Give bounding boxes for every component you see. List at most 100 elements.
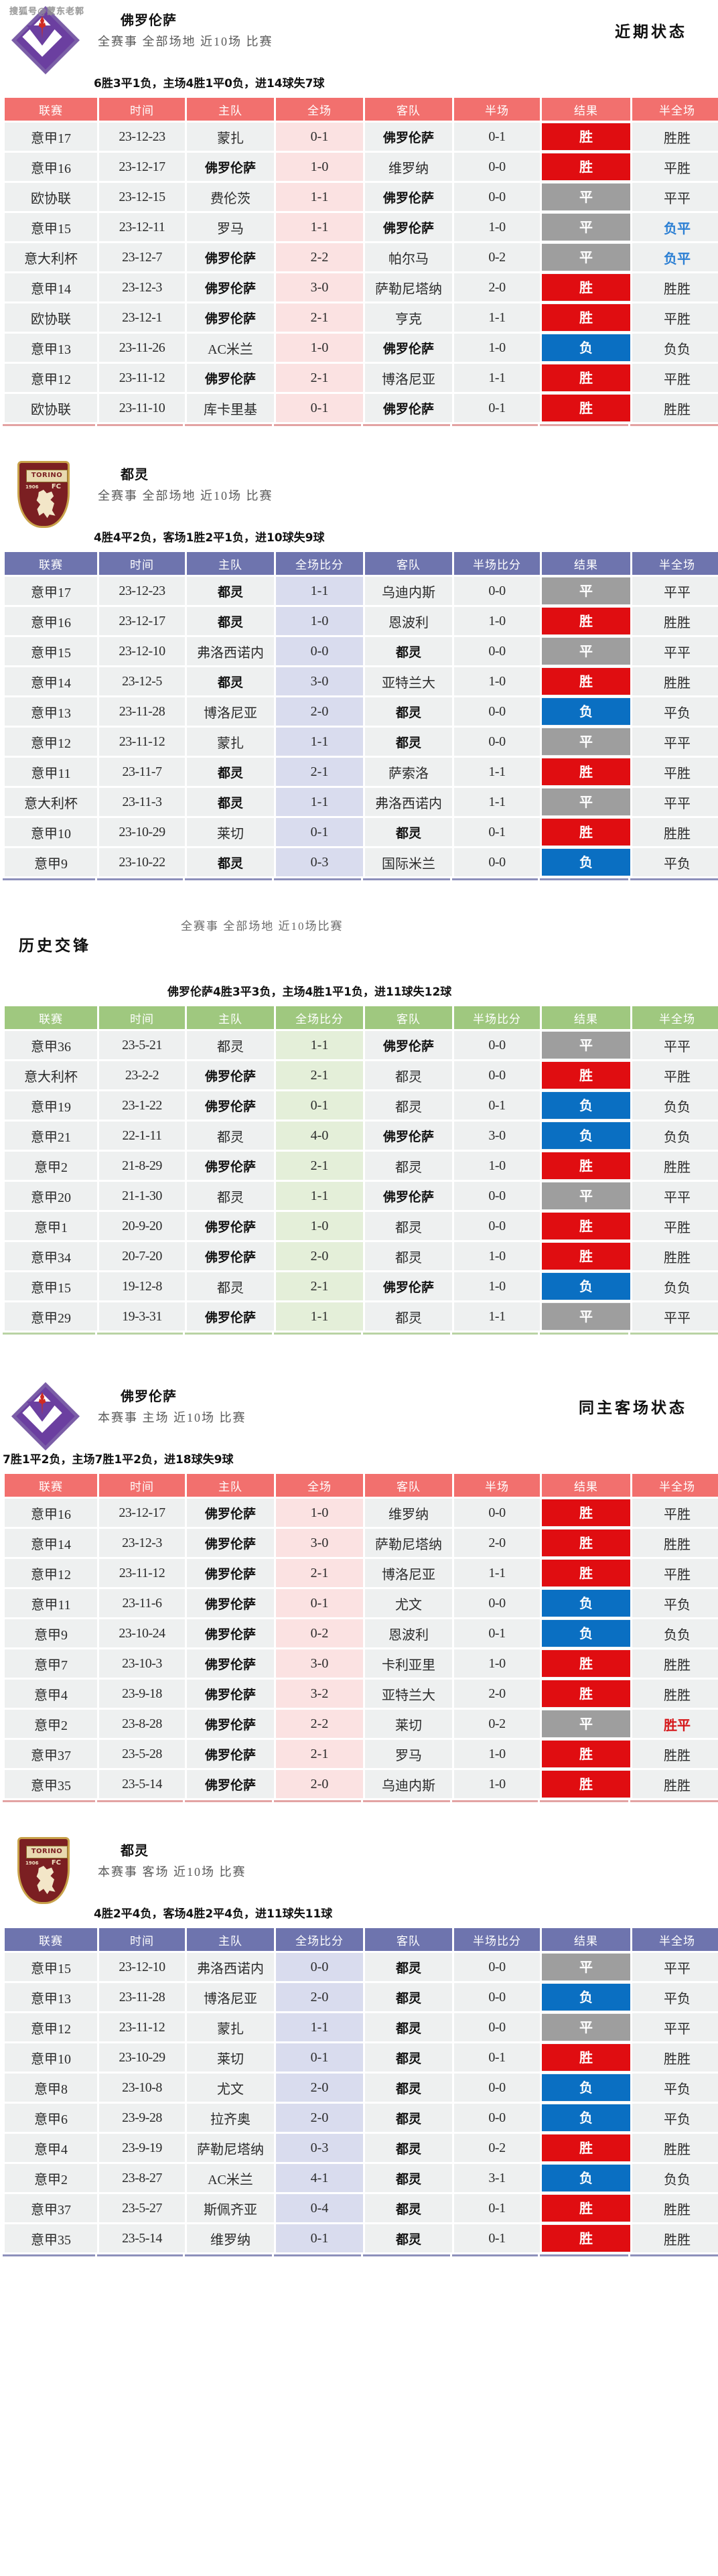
column-header-3: 全场比分 [276,552,363,575]
cell-away-team: 都灵 [365,2104,452,2132]
cell-league: 意甲19 [5,1091,97,1120]
table-row[interactable]: 意甲10 23-10-29 莱切 0-1 都灵 0-1 胜胜胜 [5,818,718,846]
table-row[interactable]: 意甲15 23-12-11 罗马 1-1 佛罗伦萨 1-0 平负平 [5,213,718,241]
cell-full-score: 2-0 [276,1983,363,2011]
table-row[interactable]: 意甲10 23-10-29 莱切 0-1 都灵 0-1 胜胜胜 [5,2043,718,2072]
cell-result: 平 [542,728,630,756]
cell-away-team: 都灵 [365,1152,452,1180]
cell-home-team: 佛罗伦萨 [187,1559,274,1587]
table-row[interactable]: 意甲12 23-11-12 蒙扎 1-1 都灵 0-0 平平平 [5,728,718,756]
result-badge: 平 [542,1954,630,1980]
table-row[interactable]: 意甲16 23-12-17 佛罗伦萨 1-0 维罗纳 0-0 胜平胜 [5,1499,718,1527]
section-header-recent-form-torino: TORINO 1906 FC 都灵 全赛事 全部场地 近10场 比赛 [0,454,718,528]
table-row[interactable]: 意甲9 23-10-22 都灵 0-3 国际米兰 0-0 负平负 [5,848,718,876]
table-row[interactable]: 意甲2 23-8-27 AC米兰 4-1 都灵 3-1 负负负 [5,2164,718,2192]
table-row[interactable]: 意甲16 23-12-17 佛罗伦萨 1-0 维罗纳 0-0 胜平胜 [5,153,718,181]
table-row[interactable]: 意大利杯 23-2-2 佛罗伦萨 2-1 都灵 0-0 胜平胜 [5,1061,718,1089]
table-header-row: 联赛 时间 主队 全场 客队 半场 结果 半全场 [5,98,718,121]
table-row[interactable]: 意甲37 23-5-28 佛罗伦萨 2-1 罗马 1-0 胜胜胜 [5,1740,718,1768]
table-row[interactable]: 意甲11 23-11-7 都灵 2-1 萨索洛 1-1 胜平胜 [5,758,718,786]
result-badge: 胜 [542,1650,630,1677]
cell-half-score: 0-1 [454,2043,540,2072]
cell-half-full: 负负 [632,1272,718,1300]
cell-home-team: 佛罗伦萨 [187,303,274,332]
cell-away-team: 都灵 [365,1061,452,1089]
sections-root: 佛罗伦萨 全赛事 全部场地 近10场 比赛 近期状态 6胜3平1负，主场4胜1平0负，… [0,6,718,2256]
table-row[interactable]: 欧协联 23-12-1 佛罗伦萨 2-1 亨克 1-1 胜平胜 [5,303,718,332]
table-row[interactable]: 意大利杯 23-12-7 佛罗伦萨 2-2 帕尔马 0-2 平负平 [5,243,718,271]
cell-home-team: 博洛尼亚 [187,1983,274,2011]
table-row[interactable]: 意甲13 23-11-28 博洛尼亚 2-0 都灵 0-0 负平负 [5,1983,718,2011]
table-row[interactable]: 意甲16 23-12-17 都灵 1-0 恩波利 1-0 胜胜胜 [5,607,718,635]
table-row[interactable]: 意甲12 23-11-12 蒙扎 1-1 都灵 0-0 平平平 [5,2013,718,2041]
table-row[interactable]: 意甲14 23-12-3 佛罗伦萨 3-0 萨勒尼塔纳 2-0 胜胜胜 [5,273,718,301]
table-row[interactable]: 欧协联 23-12-15 费伦茨 1-1 佛罗伦萨 0-0 平平平 [5,183,718,211]
cell-half-full: 胜胜 [632,607,718,635]
cell-half-score: 0-0 [454,1499,540,1527]
table-row[interactable]: 意甲13 23-11-26 AC米兰 1-0 佛罗伦萨 1-0 负负负 [5,334,718,362]
table-row[interactable]: 意甲15 19-12-8 都灵 2-1 佛罗伦萨 1-0 负负负 [5,1272,718,1300]
column-header-4: 客队 [365,1006,452,1029]
match-table-home-away-torino: 联赛 时间 主队 全场比分 客队 半场比分 结果 半全场 意甲15 23-12-10 弗洛西诺内 0-… [3,1926,718,2254]
table-row[interactable]: 意甲13 23-11-28 博洛尼亚 2-0 都灵 0-0 负平负 [5,697,718,726]
table-row[interactable]: 意甲14 23-12-5 都灵 3-0 亚特兰大 1-0 胜胜胜 [5,667,718,695]
table-row[interactable]: 意甲19 23-1-22 佛罗伦萨 0-1 都灵 0-1 负负负 [5,1091,718,1120]
cell-away-team: 佛罗伦萨 [365,394,452,422]
cell-full-score: 0-1 [276,2043,363,2072]
cell-half-score: 0-0 [454,1182,540,1210]
table-row[interactable]: 意甲14 23-12-3 佛罗伦萨 3-0 萨勒尼塔纳 2-0 胜胜胜 [5,1529,718,1557]
cell-full-score: 3-0 [276,273,363,301]
cell-full-score: 1-1 [276,213,363,241]
cell-home-team: 蒙扎 [187,728,274,756]
cell-half-full: 胜胜 [632,2194,718,2222]
cell-date: 20-9-20 [99,1212,185,1240]
table-row[interactable]: 意甲15 23-12-10 弗洛西诺内 0-0 都灵 0-0 平平平 [5,637,718,665]
cell-league: 意大利杯 [5,1061,97,1089]
table-row[interactable]: 意甲6 23-9-28 拉齐奥 2-0 都灵 0-0 负平负 [5,2104,718,2132]
table-row[interactable]: 意甲29 19-3-31 佛罗伦萨 1-1 都灵 1-1 平平平 [5,1302,718,1331]
cell-away-team: 都灵 [365,2164,452,2192]
table-row[interactable]: 意甲9 23-10-24 佛罗伦萨 0-2 恩波利 0-1 负负负 [5,1619,718,1647]
result-badge: 平 [542,214,630,241]
cell-full-score: 1-0 [276,1499,363,1527]
cell-home-team: 罗马 [187,213,274,241]
table-row[interactable]: 欧协联 23-11-10 库卡里基 0-1 佛罗伦萨 0-1 胜胜胜 [5,394,718,422]
table-row[interactable]: 意甲20 21-1-30 都灵 1-1 佛罗伦萨 0-0 平平平 [5,1182,718,1210]
cell-full-score: 2-2 [276,243,363,271]
table-row[interactable]: 意甲4 23-9-18 佛罗伦萨 3-2 亚特兰大 2-0 胜胜胜 [5,1680,718,1708]
cell-away-team: 都灵 [365,2134,452,2162]
cell-league: 意甲1 [5,1212,97,1240]
cell-home-team: 都灵 [187,1182,274,1210]
table-row[interactable]: 意甲34 20-7-20 佛罗伦萨 2-0 都灵 1-0 胜胜胜 [5,1242,718,1270]
cell-date: 23-11-10 [99,394,185,422]
cell-half-score: 0-0 [454,1212,540,1240]
cell-league: 意甲12 [5,2013,97,2041]
table-row[interactable]: 意甲15 23-12-10 弗洛西诺内 0-0 都灵 0-0 平平平 [5,1953,718,1981]
table-row[interactable]: 意甲7 23-10-3 佛罗伦萨 3-0 卡利亚里 1-0 胜胜胜 [5,1649,718,1678]
table-header-row: 联赛 时间 主队 全场比分 客队 半场比分 结果 半全场 [5,1006,718,1029]
table-row[interactable]: 意甲37 23-5-27 斯佩齐亚 0-4 都灵 0-1 胜胜胜 [5,2194,718,2222]
cell-half-full: 胜平 [632,1710,718,1738]
table-row[interactable]: 意甲17 23-12-23 蒙扎 0-1 佛罗伦萨 0-1 胜胜胜 [5,123,718,151]
cell-away-team: 佛罗伦萨 [365,183,452,211]
table-row[interactable]: 意大利杯 23-11-3 都灵 1-1 弗洛西诺内 1-1 平平平 [5,788,718,816]
table-row[interactable]: 意甲1 20-9-20 佛罗伦萨 1-0 都灵 0-0 胜平胜 [5,1212,718,1240]
table-row[interactable]: 意甲2 21-8-29 佛罗伦萨 2-1 都灵 1-0 胜胜胜 [5,1152,718,1180]
table-row[interactable]: 意甲35 23-5-14 佛罗伦萨 2-0 乌迪内斯 1-0 胜胜胜 [5,1770,718,1798]
table-row[interactable]: 意甲36 23-5-21 都灵 1-1 佛罗伦萨 0-0 平平平 [5,1031,718,1059]
table-row[interactable]: 意甲8 23-10-8 尤文 2-0 都灵 0-0 负平负 [5,2074,718,2102]
table-row[interactable]: 意甲12 23-11-12 佛罗伦萨 2-1 博洛尼亚 1-1 胜平胜 [5,1559,718,1587]
table-row[interactable]: 意甲2 23-8-28 佛罗伦萨 2-2 莱切 0-2 平胜平 [5,1710,718,1738]
table-row[interactable]: 意甲17 23-12-23 都灵 1-1 乌迪内斯 0-0 平平平 [5,577,718,605]
column-header-7: 半全场 [632,1006,718,1029]
table-row[interactable]: 意甲21 22-1-11 都灵 4-0 佛罗伦萨 3-0 负负负 [5,1122,718,1150]
table-row[interactable]: 意甲12 23-11-12 佛罗伦萨 2-1 博洛尼亚 1-1 胜平胜 [5,364,718,392]
table-row[interactable]: 意甲35 23-5-14 维罗纳 0-1 都灵 0-1 胜胜胜 [5,2224,718,2252]
table-row[interactable]: 意甲11 23-11-6 佛罗伦萨 0-1 尤文 0-0 负平负 [5,1589,718,1617]
section-gap [0,1802,718,1830]
cell-half-full: 胜胜 [632,1770,718,1798]
cell-home-team: 佛罗伦萨 [187,1529,274,1557]
table-row[interactable]: 意甲4 23-9-19 萨勒尼塔纳 0-3 都灵 0-2 胜胜胜 [5,2134,718,2162]
cell-full-score: 0-2 [276,1619,363,1647]
cell-full-score: 0-1 [276,394,363,422]
